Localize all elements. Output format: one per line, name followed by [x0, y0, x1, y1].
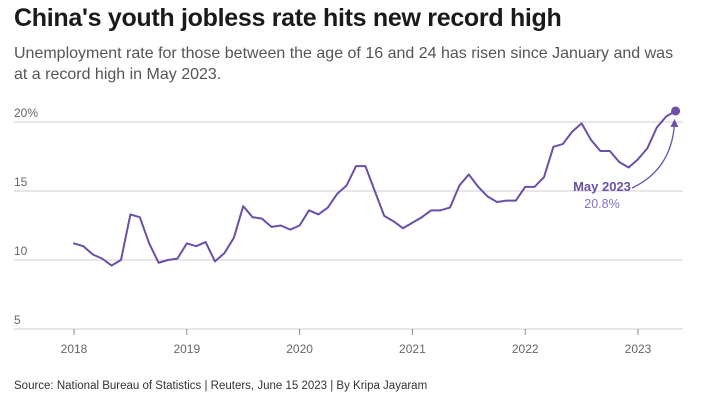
- annotation-label: May 2023: [573, 179, 631, 194]
- annotation-layer: May 2023 20.8%: [573, 106, 681, 211]
- x-tick-label: 2022: [512, 342, 539, 356]
- x-tick-label: 2019: [173, 342, 200, 356]
- chart-subtitle: Unemployment rate for those between the …: [14, 45, 674, 83]
- y-tick-label: 15: [14, 175, 28, 189]
- y-tick-label: 10: [14, 244, 28, 258]
- x-tick-label: 2020: [286, 342, 313, 356]
- source-footer: Source: National Bureau of Statistics | …: [14, 380, 428, 392]
- annotation-value: 20.8%: [584, 197, 619, 211]
- y-tick-label: 20%: [14, 106, 38, 120]
- series-line: [73, 109, 677, 267]
- x-axis: 2018 2019 2020 2021 2022 2023: [61, 329, 652, 356]
- y-tick-label: 5: [14, 313, 21, 327]
- grid-layer: 5 10 15 20%: [14, 106, 683, 330]
- latest-point-marker: [671, 106, 681, 116]
- chart-title: China's youth jobless rate hits new reco…: [14, 4, 562, 32]
- series-layer: [73, 109, 677, 267]
- annotation-arrow: [631, 118, 679, 189]
- x-tick-label: 2021: [399, 342, 426, 356]
- x-tick-label: 2018: [61, 342, 88, 356]
- x-tick-label: 2023: [625, 342, 652, 356]
